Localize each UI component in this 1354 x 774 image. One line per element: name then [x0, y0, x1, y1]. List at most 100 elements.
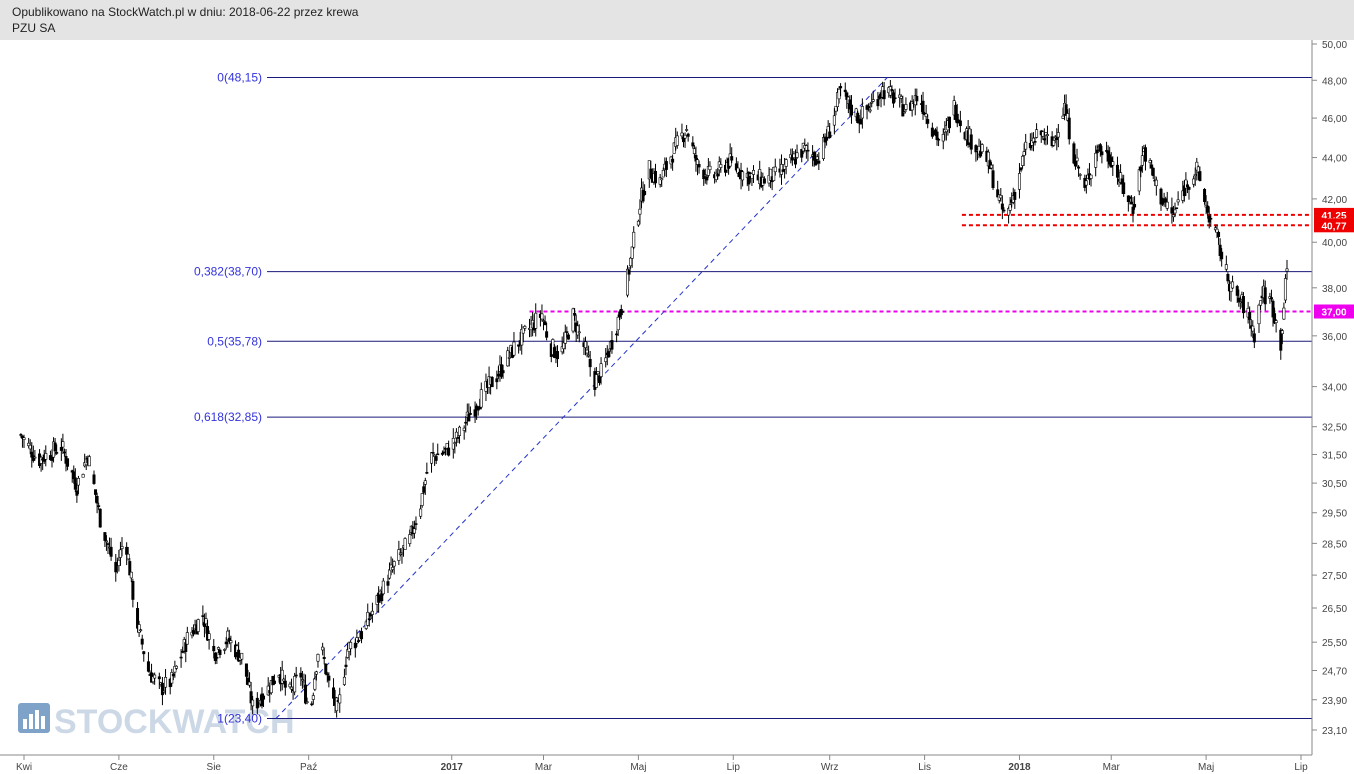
y-tick-label: 36,00	[1322, 332, 1347, 343]
candle-body	[523, 326, 527, 329]
candle-body	[815, 156, 819, 160]
y-tick-label: 25,50	[1322, 638, 1347, 649]
candle	[1129, 195, 1133, 205]
candle	[22, 434, 26, 449]
candle-body	[184, 642, 188, 653]
candle	[825, 129, 829, 146]
candle-body	[843, 89, 847, 93]
candle-body	[164, 677, 168, 688]
candle-body	[380, 592, 384, 602]
candle	[179, 649, 183, 668]
candle	[129, 571, 133, 583]
candle-body	[215, 656, 219, 659]
candle	[658, 173, 662, 188]
candle-body	[283, 680, 287, 688]
candle	[793, 149, 797, 169]
candle	[414, 516, 418, 531]
candle-body	[311, 695, 315, 700]
candle	[1217, 230, 1221, 245]
candle	[1252, 328, 1256, 349]
candle-body	[332, 687, 336, 699]
candle-body	[174, 665, 178, 669]
candle	[1017, 163, 1021, 199]
candle	[269, 680, 273, 695]
publication-info: Opublikowano na StockWatch.pl w dniu: 20…	[12, 5, 359, 19]
candle-body	[419, 508, 423, 517]
candle-body	[1035, 129, 1039, 138]
x-tick-label: 2018	[1008, 762, 1031, 773]
candle-body	[793, 158, 797, 165]
candle-body	[1251, 325, 1255, 332]
candle-body	[282, 678, 286, 682]
candle	[215, 652, 219, 664]
candle-body	[604, 357, 608, 362]
candle-body	[299, 672, 303, 678]
candle-body	[19, 434, 23, 436]
candle-body	[118, 549, 122, 558]
x-tick-label: Lip	[1294, 762, 1308, 773]
candle-body	[1017, 173, 1021, 190]
candle-body	[638, 208, 642, 215]
candle-body	[1055, 137, 1059, 141]
candle	[39, 455, 43, 472]
candle-body	[596, 371, 600, 375]
candle-body	[941, 134, 945, 142]
candle-body	[999, 195, 1003, 199]
candle-body	[1273, 313, 1277, 324]
candle	[1176, 191, 1180, 206]
candle	[313, 671, 317, 692]
candle-body	[1133, 204, 1137, 208]
candle	[321, 642, 325, 656]
candle-body	[62, 451, 66, 454]
candle-body	[162, 690, 166, 693]
candle	[324, 663, 328, 676]
candle	[500, 356, 504, 379]
candle	[139, 628, 143, 633]
instrument-name: PZU SA	[12, 21, 56, 35]
candle	[103, 532, 107, 547]
candle-body	[792, 153, 796, 158]
price-tag-label: 41,25	[1321, 211, 1346, 222]
candle	[1231, 275, 1235, 289]
trendline-layer	[275, 77, 888, 719]
candle-body	[325, 673, 329, 676]
candle-body	[126, 553, 130, 560]
candle-body	[1052, 140, 1056, 146]
candle	[893, 88, 897, 103]
candle	[697, 160, 701, 174]
y-axis-ticks: 50,00 48,00 46,00 44,00 42,00 40,00 38,00 36,00…	[1312, 40, 1347, 737]
candle	[226, 627, 230, 648]
trendline	[275, 77, 888, 719]
candle-body	[566, 334, 570, 340]
candle-body	[708, 165, 712, 170]
candle	[262, 693, 266, 708]
candle-body	[94, 489, 98, 495]
candle-body	[201, 615, 205, 617]
candle	[660, 177, 664, 187]
candle	[293, 672, 297, 696]
candle-body	[902, 111, 906, 114]
candle-body	[691, 142, 695, 147]
candle	[683, 132, 687, 148]
candle-body	[1084, 180, 1088, 186]
candle	[1077, 165, 1081, 177]
candle-body	[160, 682, 164, 696]
candle-body	[1098, 144, 1102, 152]
y-tick-label: 42,00	[1322, 195, 1347, 206]
candle	[556, 345, 560, 367]
candle	[386, 574, 390, 593]
candle-body	[431, 452, 435, 454]
candle	[784, 158, 788, 175]
candle	[921, 91, 925, 120]
candle-body	[924, 113, 928, 117]
candle-body	[59, 447, 63, 451]
candle-body	[353, 642, 357, 649]
candle	[1122, 174, 1126, 197]
candle	[1263, 280, 1267, 311]
y-tick-label: 31,50	[1322, 450, 1347, 461]
candle	[632, 226, 636, 250]
candle-body	[562, 342, 566, 350]
candle-body	[327, 675, 331, 681]
candle	[125, 542, 129, 566]
candle-body	[305, 701, 309, 703]
